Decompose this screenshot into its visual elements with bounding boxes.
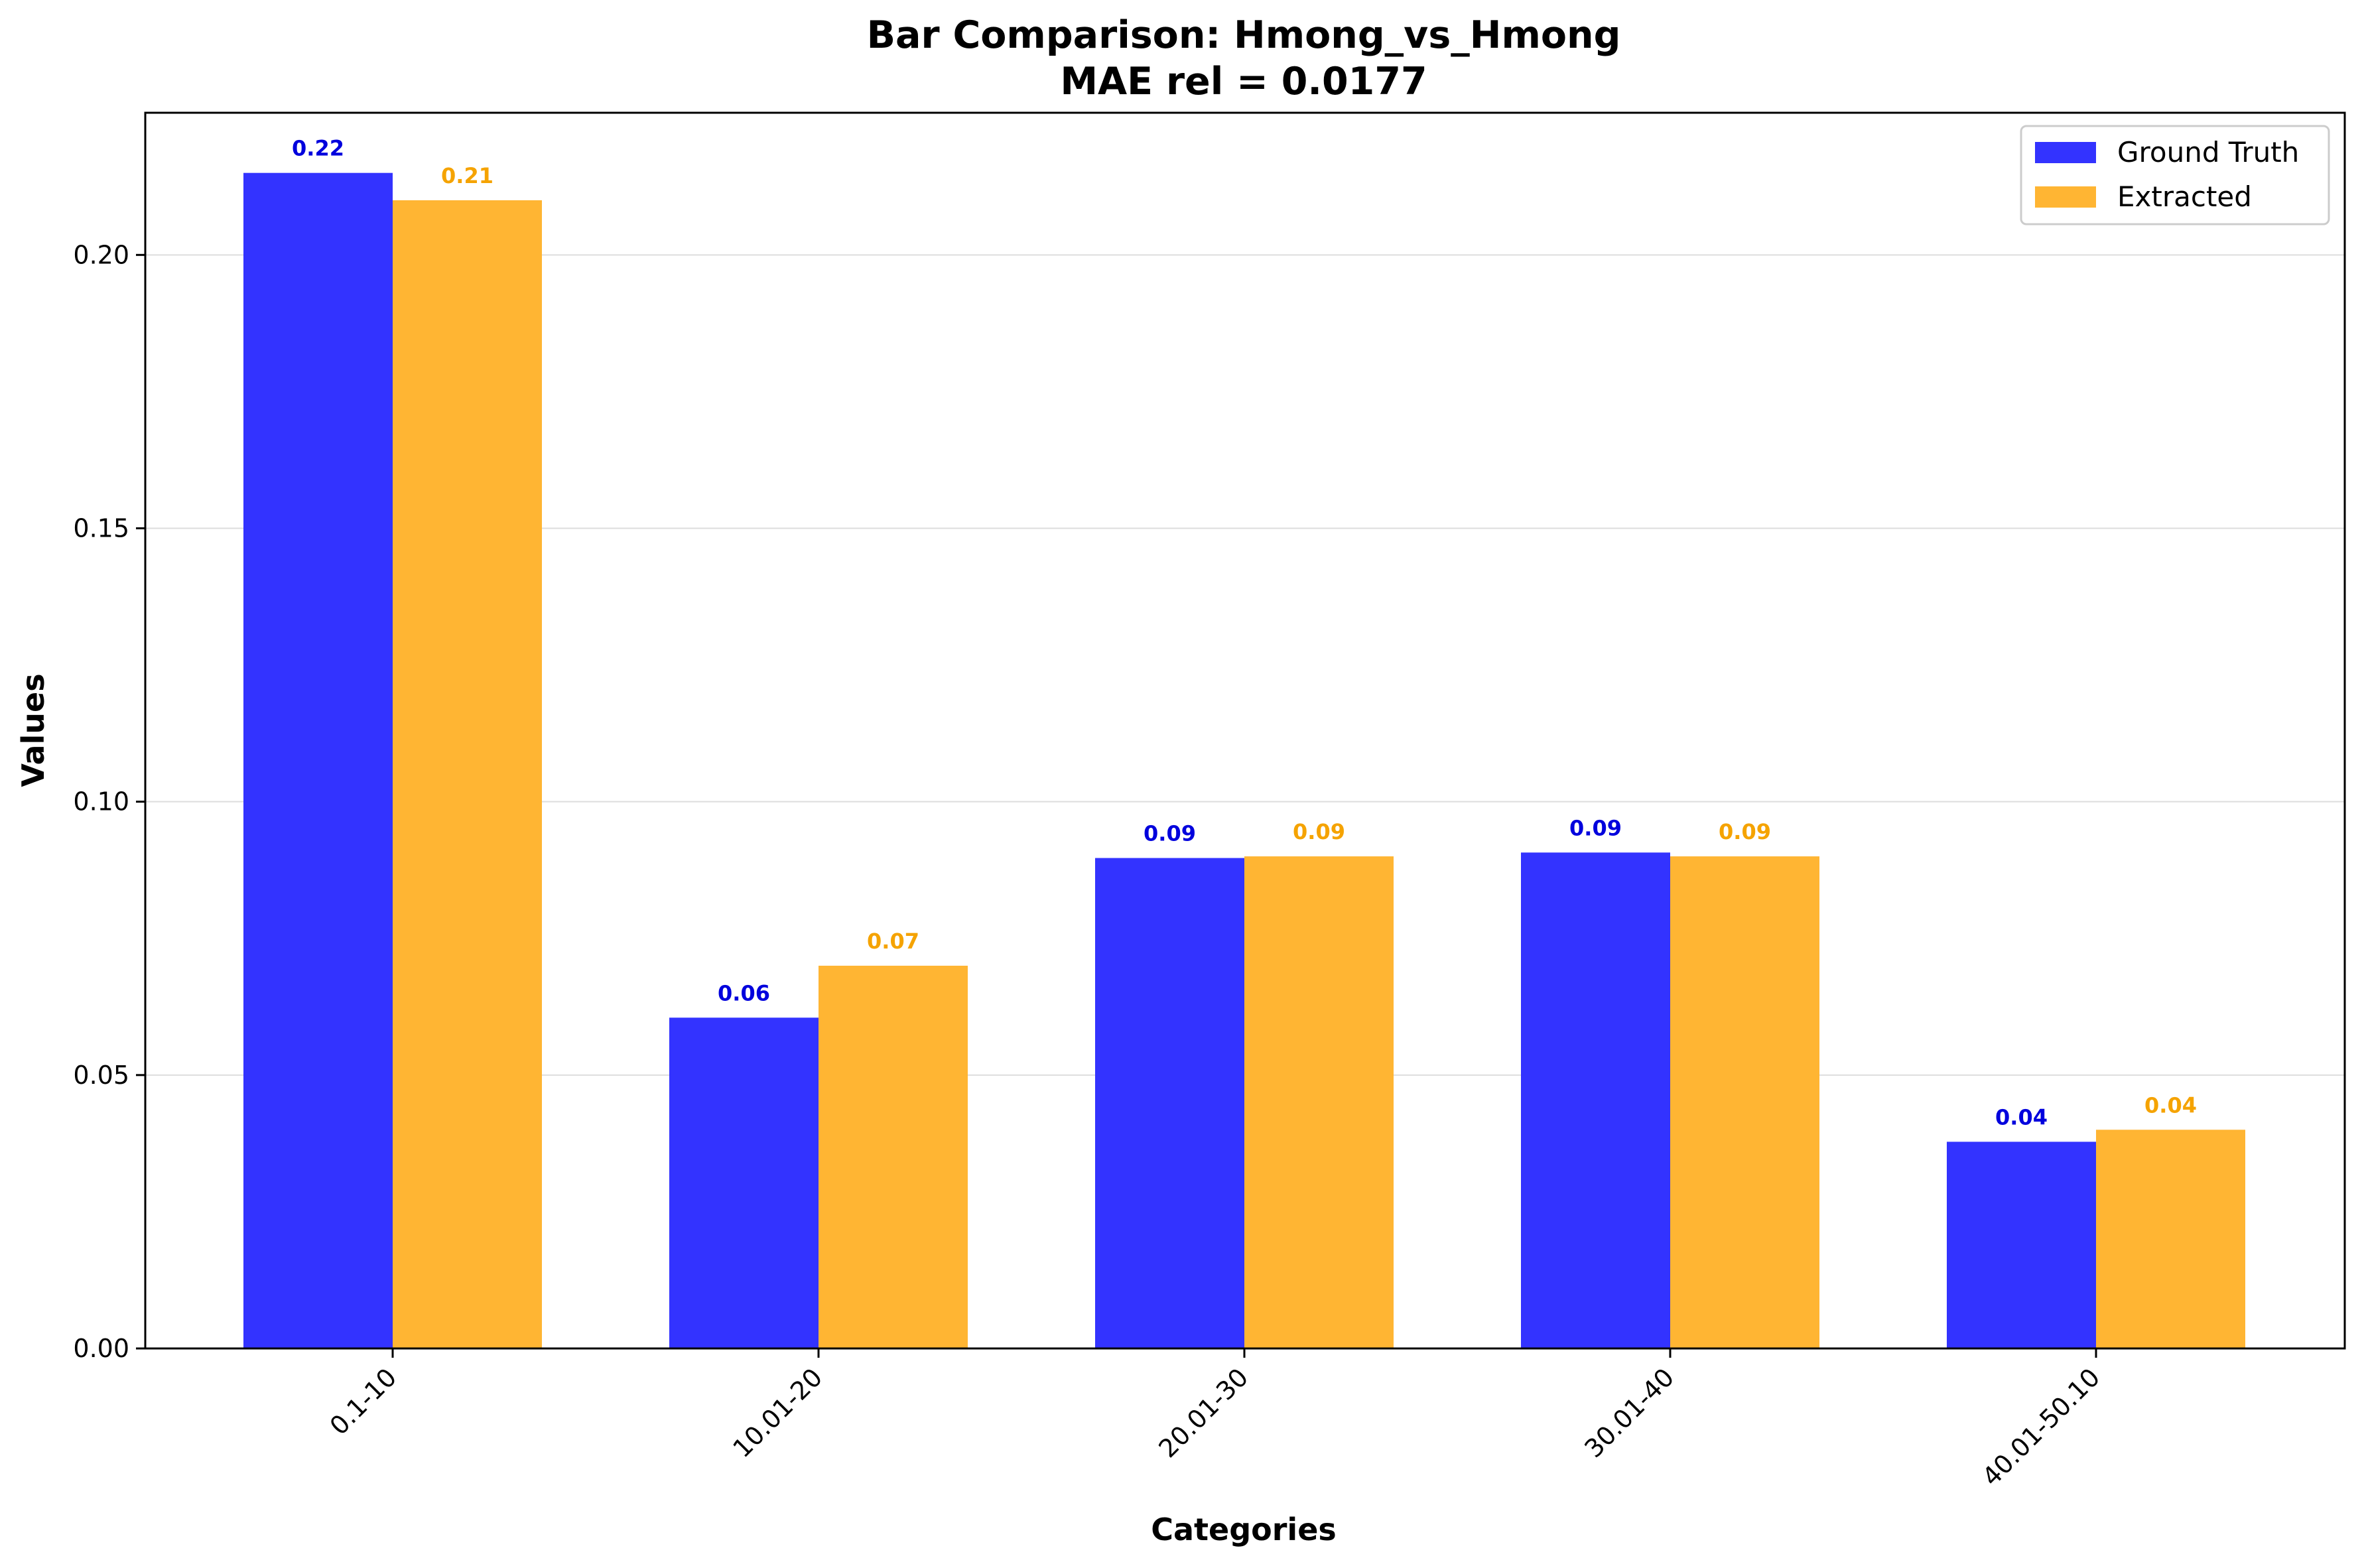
y-axis-ticks: 0.00 0.05 0.10 0.15 0.20 (73, 240, 145, 1363)
bar-value-label-extracted-20-01-30: 0.09 (1293, 819, 1345, 844)
x-tick-label-0-1-10: 0.1-10 (324, 1362, 403, 1441)
x-tick-label-40-01-50-10: 40.01-50.10 (1977, 1362, 2106, 1492)
legend: Ground Truth Extracted (2020, 125, 2330, 226)
legend-swatch-extracted (2035, 186, 2096, 208)
bar-value-label-ground-truth-30-01-40: 0.09 (1569, 815, 1622, 840)
bar-extracted-30-01-40 (1670, 856, 1819, 1348)
bar-value-label-ground-truth-20-01-30: 0.09 (1144, 821, 1196, 846)
y-axis-label: Values (15, 673, 51, 787)
x-axis-ticks: 0.1-10 10.01-20 20.01-30 30.01-40 40.01-50.1… (324, 1348, 2106, 1492)
legend-label-ground-truth: Ground Truth (2117, 136, 2299, 168)
x-axis-label: Categories (1151, 1512, 1337, 1547)
y-tick-label-4: 0.20 (73, 240, 129, 269)
y-tick-label-0: 0.00 (73, 1334, 129, 1363)
bar-value-label-extracted-0-1-10: 0.21 (441, 163, 493, 188)
bar-ground-truth-20-01-30 (1095, 858, 1244, 1348)
legend-frame (2020, 125, 2330, 226)
y-tick-label-1: 0.05 (73, 1061, 129, 1090)
bar-value-labels: 0.22 0.06 0.09 0.09 0.04 0.21 0.07 0.09 0.09 0.04 (292, 136, 2197, 1130)
legend-label-extracted: Extracted (2117, 180, 2252, 213)
bar-value-label-extracted-30-01-40: 0.09 (1719, 819, 1771, 844)
bar-extracted-20-01-30 (1244, 856, 1394, 1348)
bar-value-label-extracted-40-01-50-10: 0.04 (2144, 1092, 2197, 1118)
chart-title-line-2: MAE rel = 0.0177 (1060, 60, 1427, 103)
bar-value-label-ground-truth-0-1-10: 0.22 (292, 136, 344, 161)
bars (243, 172, 2245, 1348)
x-tick-label-20-01-30: 20.01-30 (1153, 1362, 1254, 1463)
x-tick-label-30-01-40: 30.01-40 (1579, 1362, 1679, 1463)
legend-swatch-ground-truth (2035, 142, 2096, 163)
bar-extracted-0-1-10 (393, 200, 542, 1348)
bar-value-label-ground-truth-40-01-50-10: 0.04 (1995, 1104, 2048, 1130)
bar-ground-truth-40-01-50-10 (1947, 1142, 2096, 1348)
bar-ground-truth-10-01-20 (669, 1017, 819, 1348)
bar-value-label-ground-truth-10-01-20: 0.06 (718, 980, 770, 1006)
y-tick-label-2: 0.10 (73, 787, 129, 817)
bar-ground-truth-0-1-10 (243, 172, 393, 1348)
chart-title-line-1: Bar Comparison: Hmong_vs_Hmong (867, 13, 1621, 57)
bar-extracted-10-01-20 (819, 965, 968, 1348)
x-tick-label-10-01-20: 10.01-20 (727, 1362, 828, 1463)
y-tick-label-3: 0.15 (73, 513, 129, 543)
bar-ground-truth-30-01-40 (1521, 852, 1670, 1348)
bar-value-label-extracted-10-01-20: 0.07 (867, 929, 919, 954)
bar-extracted-40-01-50-10 (2096, 1130, 2245, 1348)
